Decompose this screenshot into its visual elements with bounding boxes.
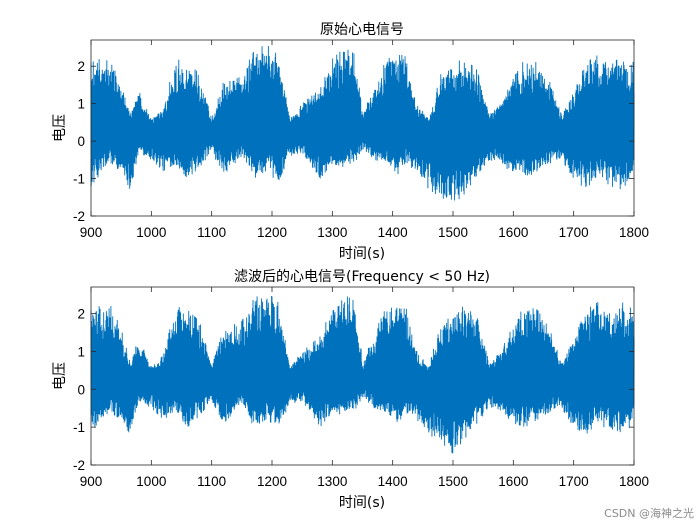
subplot-filtered-ecg: 滤波后的心电信号(Frequency < 50 Hz) -2 -1 0 1 2 900 1… xyxy=(52,269,649,511)
x-tick-label: 1800 xyxy=(619,474,649,489)
x-tick-label: 1400 xyxy=(378,225,408,240)
x-axis-label: 时间(s) xyxy=(339,495,385,511)
x-axis-label: 时间(s) xyxy=(339,246,385,262)
y-axis-ticks: -2 -1 0 1 2 xyxy=(73,307,634,473)
x-tick-label: 900 xyxy=(80,225,103,240)
x-tick-label: 1500 xyxy=(438,474,468,489)
axes-box xyxy=(90,39,635,217)
y-tick-label: -2 xyxy=(73,209,85,224)
x-tick-label: 1000 xyxy=(136,474,166,489)
y-tick-label: -2 xyxy=(73,458,85,473)
y-tick-label: 1 xyxy=(77,344,85,359)
x-tick-label: 1200 xyxy=(257,474,287,489)
watermark: CSDN @海神之光 xyxy=(604,506,694,520)
y-tick-label: -1 xyxy=(73,420,85,435)
x-tick-label: 1800 xyxy=(619,225,649,240)
y-tick-label: 2 xyxy=(77,59,85,74)
y-axis-label: 电压 xyxy=(52,362,68,390)
x-tick-label: 1500 xyxy=(438,225,468,240)
y-tick-label: -1 xyxy=(73,172,85,187)
chart-title: 原始心电信号 xyxy=(320,22,404,38)
signal-line xyxy=(90,296,635,454)
x-tick-label: 1600 xyxy=(498,225,528,240)
x-tick-label: 1700 xyxy=(559,225,589,240)
y-tick-label: 0 xyxy=(77,134,85,149)
x-tick-label: 1600 xyxy=(498,474,528,489)
y-axis-label: 电压 xyxy=(52,114,68,142)
y-tick-label: 0 xyxy=(77,382,85,397)
x-tick-label: 1300 xyxy=(317,225,347,240)
x-tick-label: 1000 xyxy=(136,225,166,240)
y-tick-label: 1 xyxy=(77,97,85,112)
x-tick-label: 1400 xyxy=(378,474,408,489)
x-tick-label: 1300 xyxy=(317,474,347,489)
y-tick-label: 2 xyxy=(77,307,85,322)
x-tick-label: 1100 xyxy=(197,474,226,489)
axes-box xyxy=(90,286,635,466)
x-axis-ticks: 900 1000 1100 1200 1300 1400 1500 1600 1700 1800 xyxy=(80,40,649,240)
subplot-raw-ecg: 原始心电信号 -2 -1 0 1 2 900 1000 1100 1200 1300 1400 15… xyxy=(52,22,649,262)
x-axis-ticks: 900 1000 1100 1200 1300 1400 1500 1600 1700 1800 xyxy=(80,287,649,489)
chart-title: 滤波后的心电信号(Frequency < 50 Hz) xyxy=(234,269,490,285)
x-tick-label: 900 xyxy=(80,474,103,489)
x-tick-label: 1200 xyxy=(257,225,287,240)
x-tick-label: 1100 xyxy=(197,225,226,240)
signal-line xyxy=(90,45,635,201)
x-tick-label: 1700 xyxy=(559,474,589,489)
